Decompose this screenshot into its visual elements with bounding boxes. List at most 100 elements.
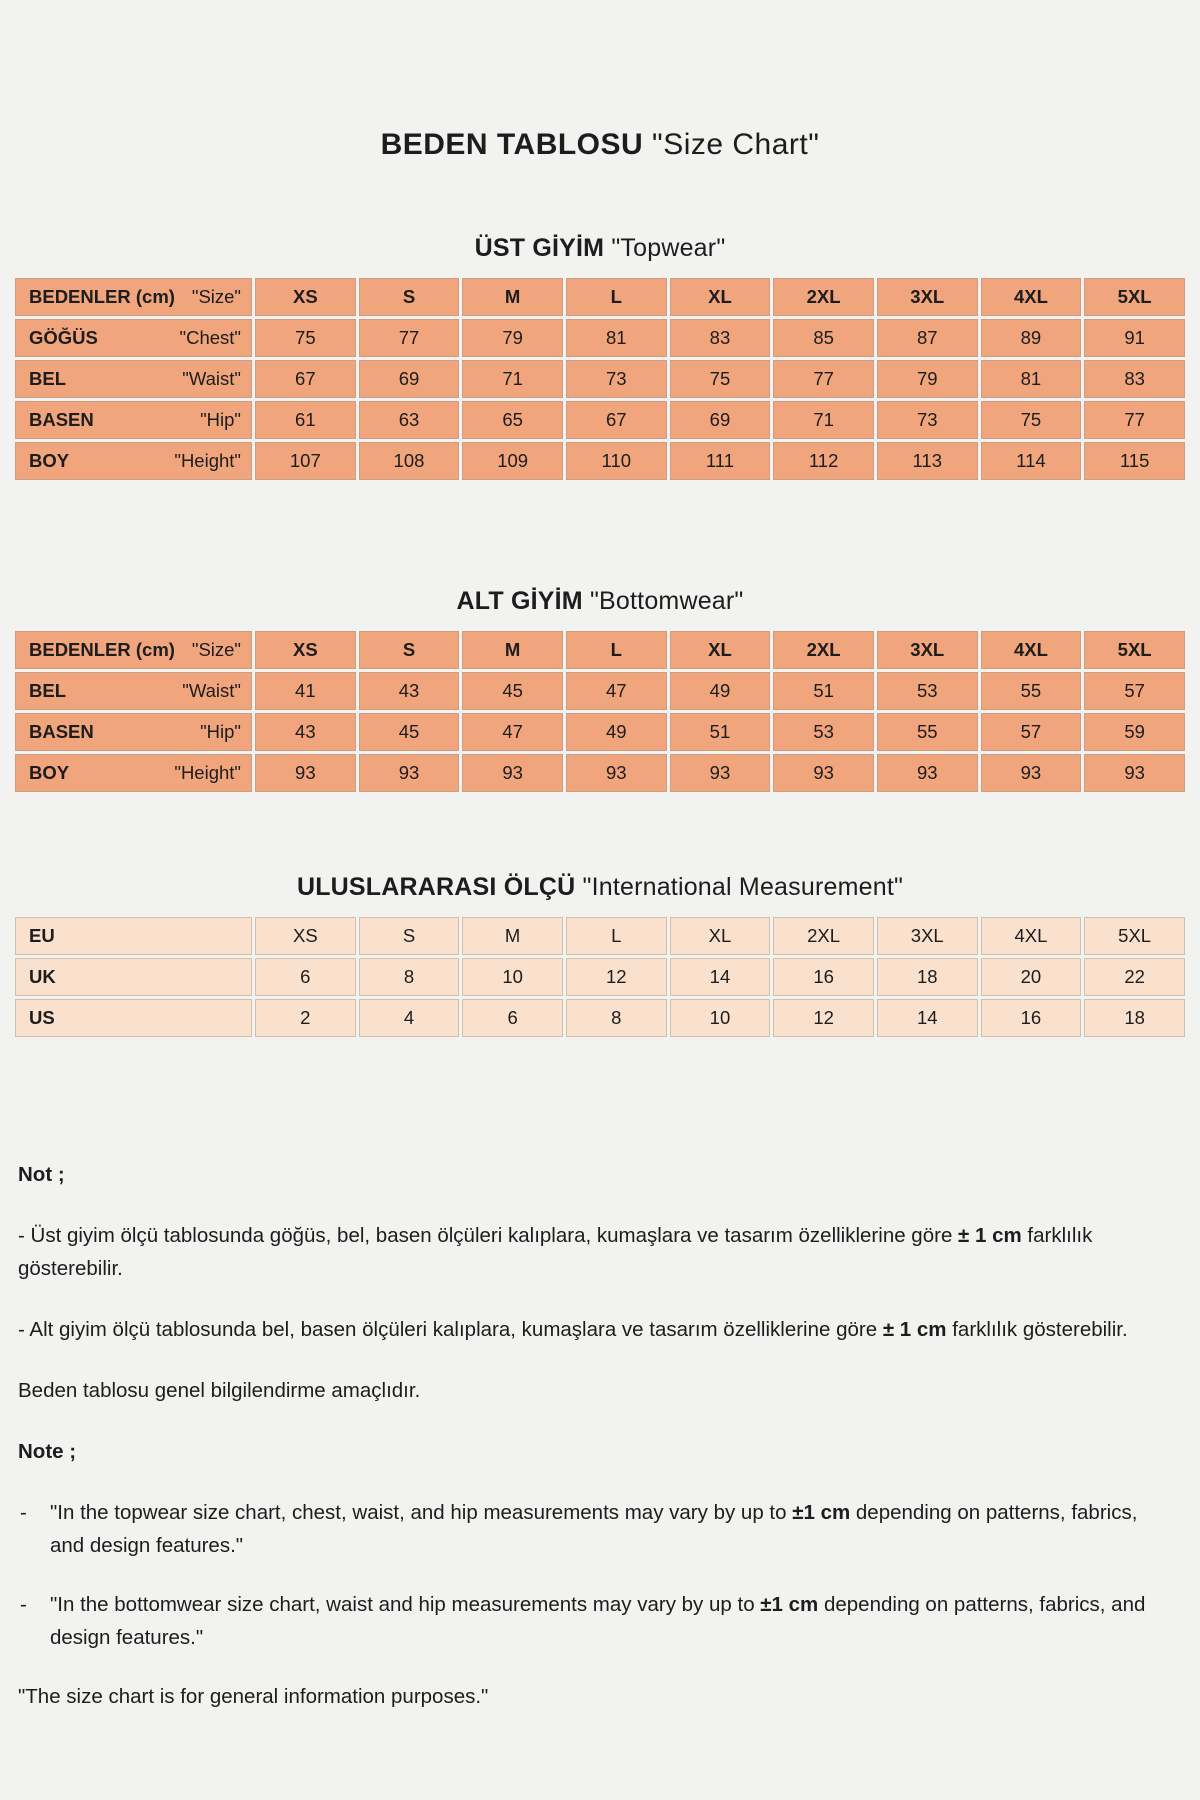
value-cell: S — [358, 917, 460, 955]
value-cell: 83 — [669, 319, 771, 357]
size-header-cell: 3XL — [876, 278, 978, 316]
note-heading: Note ; — [18, 1435, 1182, 1468]
note-text-segment: "The size chart is for general informati… — [18, 1685, 489, 1708]
value-cell: 110 — [565, 442, 667, 480]
value-cell: 77 — [1084, 401, 1185, 439]
row-label-translation: "Waist" — [182, 680, 241, 701]
value-cell: 51 — [669, 713, 771, 751]
value-cell: 12 — [565, 958, 667, 996]
value-cell: 93 — [565, 754, 667, 792]
note-text-segment: depending on patterns, fabrics, and desi… — [50, 1501, 1138, 1557]
row-label-translation: "Height" — [174, 762, 241, 783]
value-cell: 16 — [773, 958, 874, 996]
value-cell: 67 — [255, 360, 356, 398]
value-cell: 59 — [1084, 713, 1185, 751]
note-text-segment: depending on patterns, fabrics, and desi… — [50, 1593, 1146, 1649]
table-row: UK 6 8 10 12 14 16 18 20 22 — [15, 958, 1185, 996]
row-label: BEL — [29, 680, 66, 701]
bottomwear-heading: ALT GİYİM "Bottomwear" — [0, 587, 1200, 616]
page-title: BEDEN TABLOSU "Size Chart" — [0, 128, 1200, 162]
size-chart-page: BEDEN TABLOSU "Size Chart" ÜST GİYİM "To… — [0, 128, 1200, 1713]
value-cell: 93 — [773, 754, 874, 792]
value-cell: 81 — [980, 360, 1082, 398]
page-title-bold: BEDEN TABLOSU — [380, 128, 644, 161]
value-cell: L — [565, 917, 667, 955]
value-cell: 22 — [1084, 958, 1185, 996]
value-cell: 93 — [669, 754, 771, 792]
table-row: BEL "Waist" 41 43 45 47 49 51 53 55 57 — [15, 672, 1185, 710]
row-label: EU — [29, 925, 55, 946]
size-header-cell: 4XL — [980, 631, 1082, 669]
value-cell: 8 — [565, 999, 667, 1037]
row-label-cell: BASEN "Hip" — [15, 401, 252, 439]
value-cell: 79 — [876, 360, 978, 398]
value-cell: 75 — [980, 401, 1082, 439]
value-cell: 55 — [980, 672, 1082, 710]
notes-section: Not ; - Üst giyim ölçü tablosunda göğüs, … — [18, 1158, 1182, 1713]
size-header-cell: 2XL — [773, 631, 874, 669]
table-row: GÖĞÜS "Chest" 75 77 79 81 83 85 87 89 91 — [15, 319, 1185, 357]
value-cell: 57 — [1084, 672, 1185, 710]
value-cell: XL — [669, 917, 771, 955]
value-cell: 93 — [1084, 754, 1185, 792]
row-label-cell: BEDENLER (cm) "Size" — [15, 278, 252, 316]
row-label-cell: EU — [15, 917, 252, 955]
value-cell: 113 — [876, 442, 978, 480]
value-cell: 79 — [462, 319, 563, 357]
row-label-cell: BOY "Height" — [15, 442, 252, 480]
row-label: BEDENLER (cm) — [29, 639, 175, 660]
international-heading-bold: ULUSLARARASI ÖLÇÜ — [296, 873, 576, 901]
value-cell: 51 — [773, 672, 874, 710]
value-cell: 73 — [565, 360, 667, 398]
table-row: BOY "Height" 93 93 93 93 93 93 93 93 93 — [15, 754, 1185, 792]
note-heading: Not ; — [18, 1158, 1182, 1191]
value-cell: 61 — [255, 401, 356, 439]
note-text-segment: "In the topwear size chart, chest, waist… — [50, 1501, 793, 1524]
table-row: BASEN "Hip" 61 63 65 67 69 71 73 75 77 — [15, 401, 1185, 439]
value-cell: 14 — [876, 999, 978, 1037]
note-text-segment: ±1 cm — [792, 1501, 851, 1524]
row-label: BOY — [29, 450, 70, 471]
row-label-cell: GÖĞÜS "Chest" — [15, 319, 252, 357]
row-label: BASEN — [29, 721, 94, 742]
size-header-cell: L — [565, 631, 667, 669]
value-cell: 43 — [255, 713, 356, 751]
value-cell: 93 — [255, 754, 356, 792]
value-cell: 69 — [358, 360, 460, 398]
value-cell: 85 — [773, 319, 874, 357]
table-row: BASEN "Hip" 43 45 47 49 51 53 55 57 59 — [15, 713, 1185, 751]
bottomwear-heading-quote: "Bottomwear" — [589, 587, 744, 615]
value-cell: 4 — [358, 999, 460, 1037]
value-cell: 8 — [358, 958, 460, 996]
value-cell: 93 — [358, 754, 460, 792]
note-text-segment: ± 1 cm — [882, 1318, 947, 1341]
value-cell: 71 — [462, 360, 563, 398]
size-header-cell: 4XL — [980, 278, 1082, 316]
international-heading: ULUSLARARASI ÖLÇÜ "International Measure… — [0, 873, 1200, 902]
row-label-translation: "Size" — [191, 639, 241, 660]
size-header-cell: S — [358, 631, 460, 669]
value-cell: 81 — [565, 319, 667, 357]
value-cell: 43 — [358, 672, 460, 710]
size-header-cell: M — [462, 631, 563, 669]
value-cell: 77 — [773, 360, 874, 398]
note-text-segment: - Üst giyim ölçü tablosunda göğüs, bel, … — [18, 1224, 959, 1247]
value-cell: 91 — [1084, 319, 1185, 357]
row-label: UK — [29, 966, 56, 987]
value-cell: 115 — [1084, 442, 1185, 480]
value-cell: 6 — [462, 999, 563, 1037]
value-cell: 65 — [462, 401, 563, 439]
value-cell: 87 — [876, 319, 978, 357]
row-label: BOY — [29, 762, 70, 783]
row-label: BASEN — [29, 409, 94, 430]
note-para: "The size chart is for general informati… — [18, 1680, 1182, 1713]
row-label-translation: "Hip" — [200, 721, 241, 742]
size-header-cell: L — [565, 278, 667, 316]
row-label-cell: BOY "Height" — [15, 754, 252, 792]
value-cell: 63 — [358, 401, 460, 439]
value-cell: 20 — [980, 958, 1082, 996]
value-cell: 10 — [669, 999, 771, 1037]
value-cell: 75 — [669, 360, 771, 398]
value-cell: 73 — [876, 401, 978, 439]
value-cell: 49 — [669, 672, 771, 710]
